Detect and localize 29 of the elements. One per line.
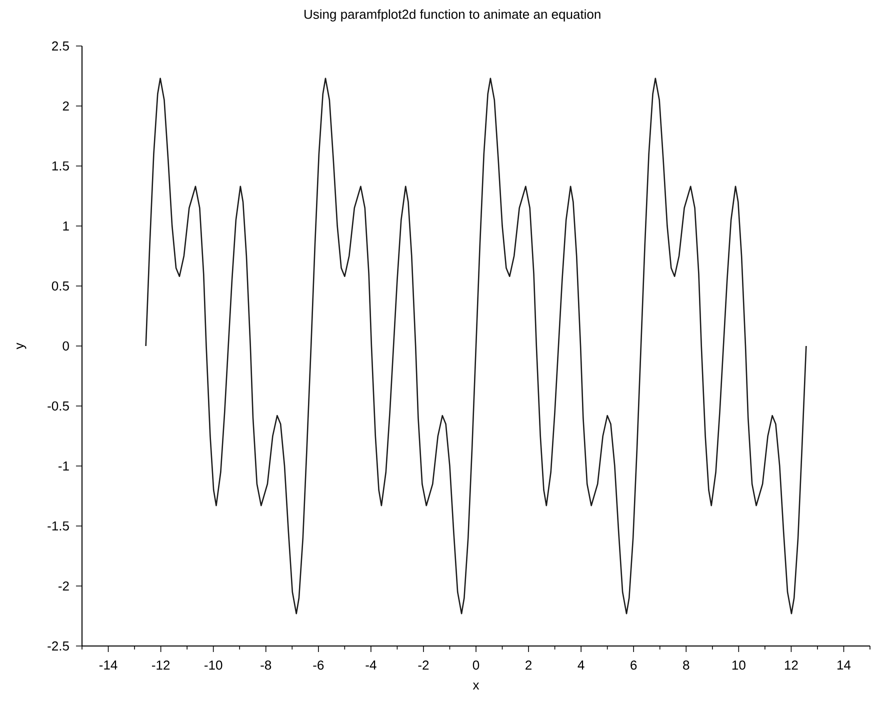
x-tick-label: 2 <box>526 660 532 670</box>
x-tick-label: -2 <box>418 660 429 670</box>
y-tick-label: -0.5 <box>48 401 69 411</box>
y-tick-label: 0.5 <box>52 281 69 291</box>
y-tick-label: -1 <box>58 462 69 470</box>
x-tick-label: 6 <box>630 660 637 670</box>
x-tick-label: -4 <box>366 660 376 670</box>
chart-title: Using paramfplot2d function to animate an equation <box>304 9 600 22</box>
x-tick-label: 10 <box>732 660 746 670</box>
y-tick-label: -2 <box>58 581 69 591</box>
x-tick-label: 8 <box>683 660 690 670</box>
y-tick-label: 1.5 <box>52 161 69 171</box>
x-tick-label: -10 <box>204 660 222 670</box>
x-tick-label: -8 <box>260 660 272 670</box>
x-axis-title: x <box>472 682 480 690</box>
y-tick-label: 0 <box>62 341 69 351</box>
y-tick-label: -2.5 <box>48 641 69 651</box>
x-tick-label: 0 <box>472 660 480 670</box>
x-tick-label: 12 <box>784 660 798 670</box>
x-tick-label: 14 <box>837 660 851 670</box>
y-tick-label: -1.5 <box>48 521 69 531</box>
x-tick-label: -12 <box>152 660 170 670</box>
x-tick-label: -6 <box>313 660 324 670</box>
x-tick-label: -14 <box>99 660 118 670</box>
y-tick-label: 2 <box>62 101 69 111</box>
y-axis-title: y <box>16 342 26 350</box>
y-tick-label: 1 <box>63 222 69 230</box>
y-tick-label: 2.5 <box>52 41 69 51</box>
x-tick-label: 4 <box>578 660 584 670</box>
